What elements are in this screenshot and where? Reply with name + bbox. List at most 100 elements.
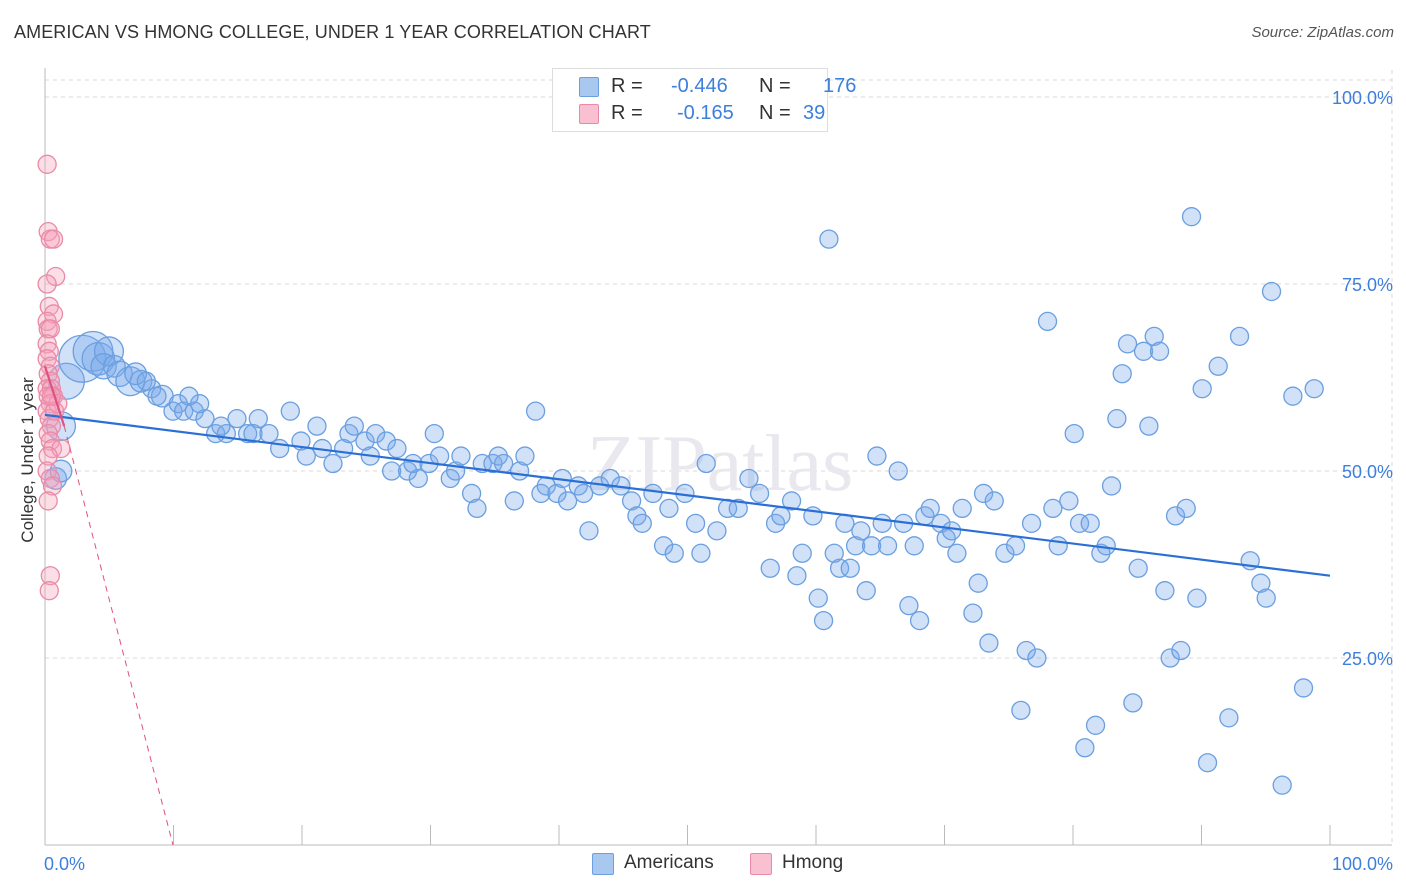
data-point-americans bbox=[573, 483, 594, 504]
data-point-americans bbox=[381, 461, 402, 481]
data-point-americans bbox=[174, 401, 194, 421]
trend-line-americans bbox=[44, 413, 1331, 577]
data-point-americans bbox=[643, 483, 663, 504]
data-point-hmong bbox=[38, 423, 58, 444]
data-point-americans bbox=[1011, 700, 1031, 721]
data-point-americans bbox=[307, 416, 327, 436]
data-point-americans bbox=[1149, 341, 1170, 361]
trend-extension-hmong bbox=[63, 425, 174, 846]
data-point-americans bbox=[1048, 536, 1068, 556]
data-point-americans bbox=[1107, 408, 1127, 429]
data-point-americans bbox=[1027, 648, 1047, 668]
data-point-americans bbox=[1059, 491, 1079, 511]
legend-r-label: R = bbox=[611, 102, 643, 124]
data-point-americans bbox=[1128, 558, 1148, 578]
data-point-americans bbox=[856, 581, 876, 601]
data-point-americans bbox=[1043, 498, 1063, 519]
data-point-americans bbox=[1123, 693, 1143, 713]
data-point-americans bbox=[819, 229, 839, 249]
data-point-americans bbox=[237, 423, 258, 444]
data-point-americans bbox=[792, 543, 812, 563]
data-point-americans bbox=[461, 483, 482, 504]
data-point-americans bbox=[739, 468, 759, 489]
data-point-americans bbox=[1085, 715, 1106, 735]
trend-lines bbox=[43, 365, 1331, 846]
data-point-hmong bbox=[40, 566, 60, 586]
data-point-americans bbox=[248, 408, 268, 429]
data-point-americans bbox=[1283, 386, 1303, 406]
data-point-americans bbox=[963, 603, 983, 623]
data-point-americans bbox=[387, 438, 407, 459]
legend-n-label: N = bbox=[759, 102, 791, 124]
data-point-americans bbox=[1037, 311, 1058, 332]
data-point-americans bbox=[579, 521, 599, 541]
data-point-americans bbox=[947, 543, 967, 563]
data-point-americans bbox=[1165, 506, 1186, 526]
data-point-americans bbox=[659, 498, 679, 519]
data-point-americans bbox=[664, 543, 684, 563]
legend-r-value: -0.446 bbox=[671, 75, 728, 97]
data-point-americans bbox=[696, 453, 716, 474]
data-point-americans bbox=[93, 336, 125, 367]
data-point-hmong bbox=[40, 468, 60, 489]
data-point-hmong bbox=[39, 581, 59, 601]
data-point-hmong bbox=[38, 491, 58, 511]
data-point-americans bbox=[504, 491, 524, 511]
data-point-americans bbox=[1261, 281, 1282, 302]
data-point-americans bbox=[1016, 640, 1036, 661]
axes bbox=[44, 68, 1392, 846]
data-point-americans bbox=[621, 491, 642, 511]
data-point-americans bbox=[403, 453, 423, 474]
data-point-americans bbox=[808, 588, 828, 608]
data-point-americans bbox=[920, 498, 940, 519]
data-point-americans bbox=[867, 446, 887, 466]
data-point-americans bbox=[1251, 573, 1271, 593]
data-point-americans bbox=[979, 633, 999, 653]
trend-line-hmong bbox=[43, 365, 66, 427]
data-point-americans bbox=[861, 536, 882, 556]
data-point-americans bbox=[1139, 416, 1159, 436]
data-point-americans bbox=[813, 610, 834, 631]
data-point-americans bbox=[1144, 326, 1164, 347]
legend-n-label: N = bbox=[759, 75, 791, 97]
data-point-americans bbox=[1160, 648, 1180, 668]
data-point-americans bbox=[1101, 476, 1122, 496]
data-point-hmong bbox=[37, 154, 57, 174]
data-point-americans bbox=[124, 362, 148, 386]
data-point-americans bbox=[728, 498, 748, 519]
watermark: ZIPatlas bbox=[587, 420, 854, 508]
chart-title: AMERICAN VS HMONG COLLEGE, UNDER 1 YEAR … bbox=[14, 22, 651, 42]
data-point-americans bbox=[771, 506, 791, 526]
data-point-americans bbox=[323, 453, 343, 474]
data-point-americans bbox=[1080, 513, 1100, 534]
bottom-legend-swatch-americans bbox=[592, 853, 614, 875]
data-point-americans bbox=[824, 543, 844, 563]
data-point-americans bbox=[829, 558, 850, 578]
data-point-americans bbox=[952, 498, 972, 519]
data-point-americans bbox=[888, 461, 908, 481]
data-point-americans bbox=[877, 536, 898, 556]
data-point-americans bbox=[1304, 379, 1324, 399]
data-points bbox=[37, 154, 1324, 795]
data-point-americans bbox=[515, 446, 535, 466]
data-point-americans bbox=[547, 483, 567, 504]
data-point-americans bbox=[1021, 513, 1042, 534]
data-point-americans bbox=[147, 386, 167, 406]
legend-r-label: R = bbox=[611, 75, 643, 97]
data-point-americans bbox=[269, 438, 290, 459]
data-point-americans bbox=[1208, 356, 1228, 376]
y-tick-label: 100.0% bbox=[1332, 88, 1393, 108]
data-point-americans bbox=[1005, 536, 1026, 556]
data-point-americans bbox=[280, 401, 300, 421]
data-point-americans bbox=[355, 431, 375, 451]
data-point-americans bbox=[189, 394, 210, 414]
data-point-americans bbox=[525, 401, 546, 421]
grid-lines bbox=[45, 70, 1393, 845]
data-point-americans bbox=[685, 513, 706, 534]
data-point-americans bbox=[968, 573, 988, 593]
data-point-americans bbox=[1181, 207, 1202, 227]
data-point-americans bbox=[1117, 334, 1138, 354]
data-point-americans bbox=[557, 491, 578, 511]
data-point-americans bbox=[1075, 738, 1095, 758]
data-point-americans bbox=[296, 446, 316, 466]
